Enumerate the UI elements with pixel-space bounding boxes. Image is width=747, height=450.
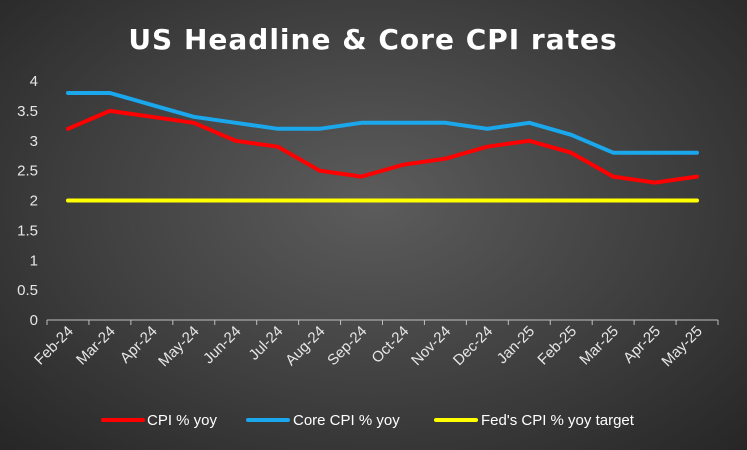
x-tick-label: Dec-24 [450,323,496,369]
x-tick-label: Oct-24 [368,323,412,367]
y-tick-label: 1.5 [17,222,38,239]
legend-label: CPI % yoy [147,412,218,429]
x-tick-label: Apr-25 [620,323,664,367]
x-tick-label: Apr-24 [117,323,161,367]
x-tick-label: May-24 [155,323,202,370]
x-tick-label: Jan-25 [494,323,538,367]
y-tick-label: 0 [30,312,38,329]
legend-label: Fed's CPI % yoy target [481,412,635,429]
x-tick-label: Sep-24 [324,323,370,369]
x-tick-label: Jul-24 [246,323,287,364]
x-tick-label: Mar-24 [73,323,119,369]
x-tick-label: Feb-25 [534,323,580,369]
x-tick-label: Mar-25 [576,323,622,369]
x-tick-label: May-25 [658,323,705,370]
y-tick-label: 0.5 [17,282,38,299]
chart-title: US Headline & Core CPI rates [128,23,617,56]
x-tick-label: Nov-24 [408,323,454,369]
legend: CPI % yoy Core CPI % yoy Fed's CPI % yoy t… [101,412,635,429]
y-axis: 0 0.5 1 1.5 2 2.5 3 3.5 4 [17,73,38,329]
y-tick-label: 2 [30,193,38,210]
series-line-0 [66,108,699,185]
x-tick-label: Feb-24 [31,323,77,369]
x-tick-label: Jun-24 [200,323,244,367]
y-tick-label: 2.5 [17,163,38,180]
y-tick-label: 4 [30,73,38,90]
x-tick-label: Aug-24 [282,323,328,369]
series-layer [66,91,699,203]
legend-label: Core CPI % yoy [293,412,400,429]
y-tick-label: 3.5 [17,103,38,120]
y-tick-label: 1 [30,252,38,269]
y-tick-label: 3 [30,133,38,150]
series-line-1 [66,91,699,155]
